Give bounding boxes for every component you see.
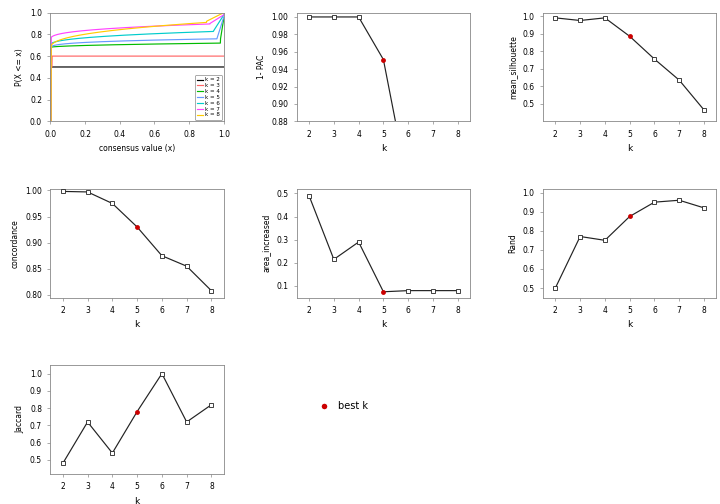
k = 3 xyxy=(64,53,73,59)
Line: k = 2: k = 2 xyxy=(50,67,224,121)
k = 4 xyxy=(122,41,131,47)
X-axis label: k: k xyxy=(627,144,632,153)
Line: k = 3: k = 3 xyxy=(50,56,224,121)
X-axis label: k: k xyxy=(381,144,386,153)
k = 6 xyxy=(184,29,193,35)
k = 7 xyxy=(165,23,174,29)
k = 5 xyxy=(181,36,190,42)
k = 4 xyxy=(46,118,55,124)
X-axis label: consensus value (x): consensus value (x) xyxy=(99,144,175,153)
k = 2 xyxy=(220,64,228,70)
k = 8 xyxy=(116,27,125,33)
k = 3 xyxy=(184,53,193,59)
k = 2 xyxy=(117,64,125,70)
k = 2 xyxy=(47,64,55,70)
k = 2 xyxy=(46,118,55,124)
k = 2 xyxy=(64,64,73,70)
k = 3 xyxy=(48,53,56,59)
k = 4 xyxy=(165,41,174,47)
Legend: best k: best k xyxy=(310,397,372,415)
k = 4 xyxy=(220,15,228,21)
k = 7 xyxy=(220,12,228,18)
Y-axis label: 1- PAC: 1- PAC xyxy=(257,55,266,79)
k = 2 xyxy=(166,64,174,70)
k = 2 xyxy=(122,64,131,70)
k = 8 xyxy=(181,21,190,27)
k = 7 xyxy=(46,118,55,124)
k = 5 xyxy=(165,37,174,43)
Y-axis label: mean_silhouette: mean_silhouette xyxy=(508,35,517,99)
k = 8 xyxy=(184,21,193,27)
k = 5 xyxy=(184,36,193,42)
Legend: k = 2, k = 3, k = 4, k = 5, k = 6, k = 7, k = 8: k = 2, k = 3, k = 4, k = 5, k = 6, k = 7… xyxy=(194,75,222,119)
k = 7 xyxy=(122,25,131,31)
X-axis label: k: k xyxy=(381,321,386,330)
k = 6 xyxy=(220,12,228,18)
Line: k = 5: k = 5 xyxy=(50,17,224,121)
X-axis label: k: k xyxy=(627,321,632,330)
Y-axis label: area_increased: area_increased xyxy=(261,214,271,272)
k = 5 xyxy=(116,38,125,44)
k = 4 xyxy=(181,40,190,46)
k = 6 xyxy=(116,32,125,38)
k = 4 xyxy=(116,42,125,48)
k = 6 xyxy=(165,30,174,36)
k = 8 xyxy=(220,10,228,16)
k = 7 xyxy=(184,22,193,28)
k = 7 xyxy=(181,22,190,28)
k = 3 xyxy=(122,53,131,59)
k = 6 xyxy=(122,32,131,38)
k = 6 xyxy=(64,36,73,42)
k = 8 xyxy=(64,35,73,41)
k = 5 xyxy=(220,14,228,20)
k = 5 xyxy=(46,118,55,124)
k = 3 xyxy=(220,53,228,59)
k = 2 xyxy=(181,64,190,70)
Y-axis label: concordance: concordance xyxy=(11,219,19,268)
k = 5 xyxy=(64,40,73,46)
k = 7 xyxy=(64,29,73,35)
k = 8 xyxy=(122,26,131,32)
k = 3 xyxy=(117,53,125,59)
k = 3 xyxy=(46,118,55,124)
Line: k = 8: k = 8 xyxy=(50,13,224,121)
Line: k = 7: k = 7 xyxy=(50,15,224,121)
k = 7 xyxy=(116,25,125,31)
k = 6 xyxy=(46,118,55,124)
Line: k = 4: k = 4 xyxy=(50,18,224,121)
k = 8 xyxy=(46,118,55,124)
Y-axis label: Rand: Rand xyxy=(508,233,517,253)
k = 8 xyxy=(165,22,174,28)
Y-axis label: P(X <= x): P(X <= x) xyxy=(15,48,24,86)
Line: k = 6: k = 6 xyxy=(50,15,224,121)
Y-axis label: Jaccard: Jaccard xyxy=(15,405,24,433)
X-axis label: k: k xyxy=(135,321,140,330)
k = 2 xyxy=(184,64,193,70)
k = 4 xyxy=(184,40,193,46)
k = 5 xyxy=(122,38,131,44)
X-axis label: k: k xyxy=(135,496,140,504)
k = 6 xyxy=(181,29,190,35)
k = 3 xyxy=(166,53,174,59)
k = 3 xyxy=(181,53,190,59)
k = 4 xyxy=(64,43,73,49)
